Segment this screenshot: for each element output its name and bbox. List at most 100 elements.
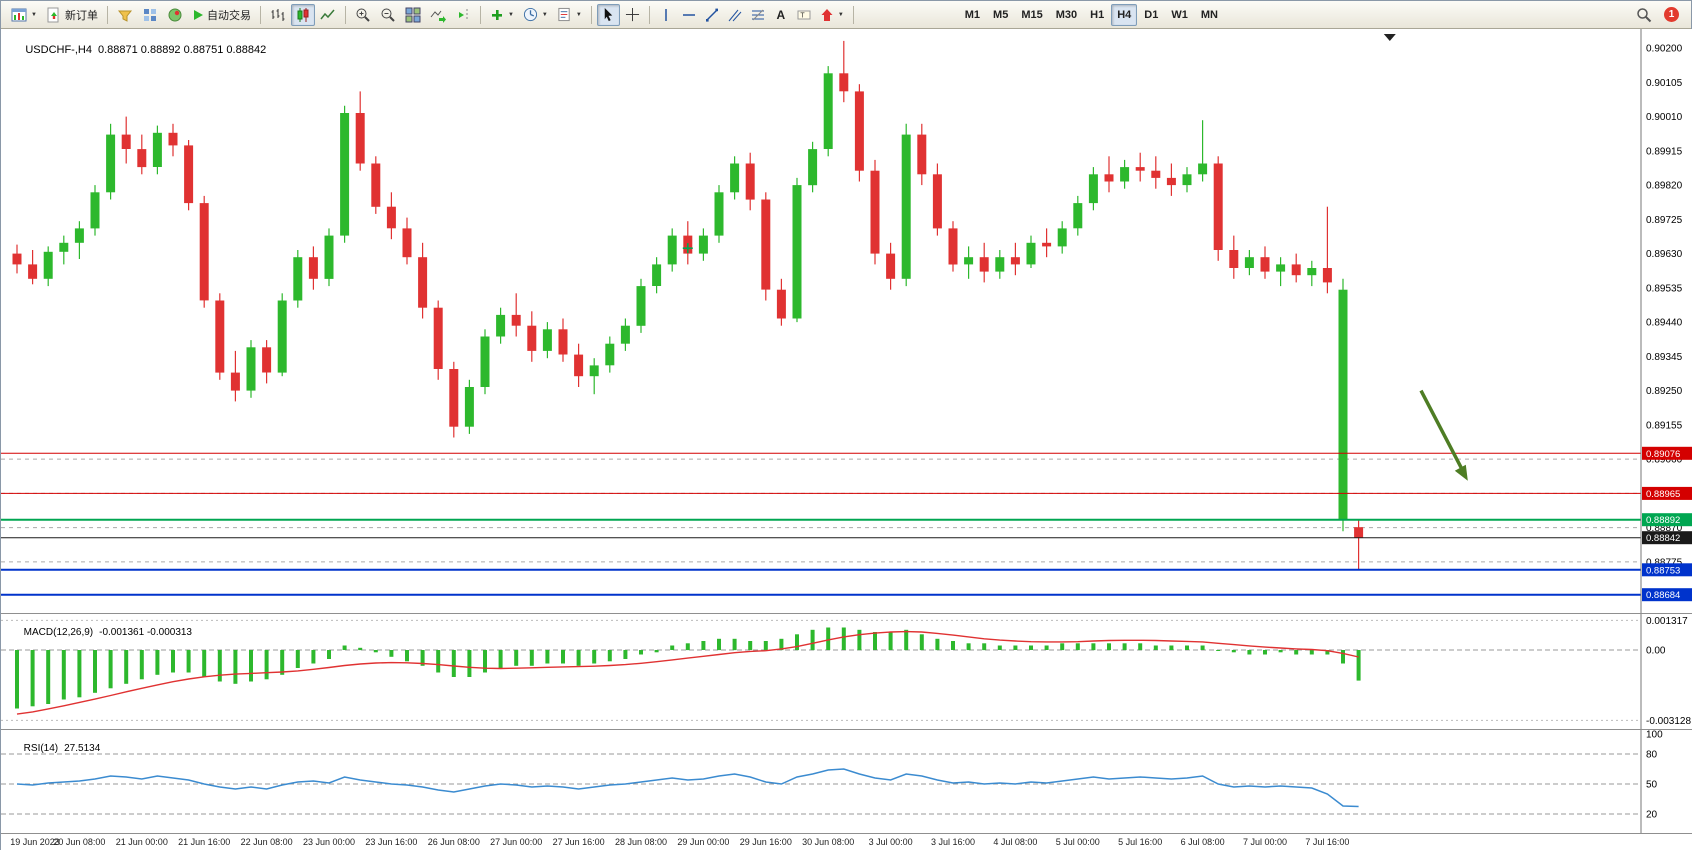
macd-chart[interactable]: 0.001317 0.00 -0.003128 — [1, 614, 1692, 730]
price-axis-label: 0.89060 — [1646, 455, 1683, 466]
macd-histogram-bar — [935, 638, 940, 651]
chart-title: USDCHF-,H4 0.88871 0.88892 0.88751 0.8884… — [7, 32, 266, 68]
cursor-button[interactable] — [596, 3, 620, 26]
candle — [574, 354, 584, 377]
timeframe-H4[interactable]: H4 — [1111, 3, 1138, 26]
macd-histogram-bar — [93, 650, 97, 693]
candle — [605, 343, 615, 366]
candle — [496, 314, 506, 337]
zoom-out-button[interactable] — [376, 4, 400, 26]
timeframe-M30[interactable]: M30 — [1050, 4, 1083, 26]
horizontal-line-button[interactable] — [678, 4, 700, 26]
strategy-tester-button[interactable] — [163, 4, 187, 26]
channel-button[interactable] — [724, 4, 746, 26]
macd-histogram-bar — [264, 650, 269, 680]
time-axis-label: 4 Jul 08:00 — [993, 837, 1038, 847]
candle — [293, 257, 303, 301]
indicators-button[interactable]: ▼ — [486, 4, 518, 26]
toolbar-right: 1 — [1632, 4, 1685, 26]
templates-button[interactable]: ▼ — [553, 4, 586, 26]
new-chart-button[interactable]: ▼ — [7, 4, 41, 26]
time-axis-label: 26 Jun 08:00 — [427, 837, 480, 847]
candle — [371, 163, 381, 207]
timeframe-W1[interactable]: W1 — [1165, 4, 1194, 26]
candlestick-chart-button[interactable] — [290, 3, 315, 26]
auto-trading-label: 自动交易 — [206, 9, 251, 22]
timeframe-M1[interactable]: M1 — [959, 4, 986, 26]
channel-icon — [728, 8, 742, 22]
candle — [480, 336, 490, 387]
candle — [1026, 242, 1036, 265]
zoom-in-button[interactable] — [351, 4, 375, 26]
crosshair-button[interactable] — [621, 4, 644, 26]
chart-shift-button[interactable] — [451, 4, 475, 26]
candle — [1276, 264, 1286, 272]
tile-windows-button[interactable] — [401, 4, 425, 26]
price-pane[interactable]: USDCHF-,H4 0.88871 0.88892 0.88751 0.8884… — [1, 29, 1692, 613]
new-order-button[interactable]: 新订单 — [42, 4, 102, 26]
vertical-line-button[interactable] — [655, 4, 677, 26]
timeframe-D1[interactable]: D1 — [1138, 4, 1164, 26]
macd-pane[interactable]: MACD(12,26,9) -0.001361 -0.000313 0.00131… — [1, 613, 1692, 730]
arrows-button[interactable]: ▼ — [816, 4, 848, 26]
rsi-pane[interactable]: RSI(14) 27.5134 100 80 50 20 — [1, 729, 1692, 834]
line-chart-button[interactable] — [316, 4, 340, 26]
candle — [964, 257, 974, 265]
candle — [106, 134, 116, 193]
market-watch-button[interactable] — [138, 4, 162, 26]
time-axis-label: 20 Jun 08:00 — [53, 837, 106, 847]
time-axis-label: 19 Jun 2023 — [10, 837, 60, 847]
add-indicator-icon — [490, 8, 504, 22]
macd-histogram-bar — [1309, 650, 1314, 655]
macd-histogram-bar — [1044, 645, 1049, 650]
timeframe-H1[interactable]: H1 — [1084, 4, 1110, 26]
price-badge — [1642, 486, 1692, 500]
macd-signal-line — [16, 630, 1359, 715]
macd-histogram-bar — [233, 650, 238, 684]
macd-values-label: -0.001361 -0.000313 — [99, 627, 192, 638]
notification-badge[interactable]: 1 — [1664, 7, 1679, 22]
macd-histogram-bar — [139, 650, 144, 680]
macd-histogram-bar — [1200, 645, 1205, 650]
macd-histogram-bar — [1122, 643, 1127, 651]
fibonacci-button[interactable] — [747, 4, 769, 26]
macd-histogram-bar — [15, 650, 19, 709]
auto-scroll-button[interactable] — [426, 4, 450, 26]
timeframe-M5[interactable]: M5 — [987, 4, 1014, 26]
candle — [932, 174, 942, 229]
rsi-chart[interactable]: 100 80 50 20 — [1, 730, 1692, 834]
template-icon — [557, 7, 572, 22]
chart-shift-marker[interactable] — [1383, 34, 1396, 41]
time-axis-label: 7 Jul 00:00 — [1242, 837, 1288, 847]
candle — [449, 369, 459, 427]
candle — [761, 199, 771, 290]
separator — [106, 5, 108, 24]
auto-trading-button[interactable]: 自动交易 — [188, 4, 255, 26]
price-axis-label: 0.89155 — [1646, 420, 1683, 431]
macd-histogram-bar — [826, 627, 831, 650]
candle — [433, 307, 443, 369]
macd-histogram-bar — [1060, 643, 1065, 651]
search-button[interactable] — [1632, 4, 1656, 26]
trendline-button[interactable] — [701, 4, 723, 26]
arrow-annotation[interactable] — [1419, 389, 1466, 474]
macd-histogram-bar — [1091, 643, 1096, 651]
timeframe-M15[interactable]: M15 — [1015, 4, 1048, 26]
macd-histogram-bar — [202, 650, 207, 677]
timeframe-MN[interactable]: MN — [1195, 4, 1224, 26]
text-button[interactable]: A — [770, 4, 792, 26]
time-axis-label: 21 Jun 16:00 — [178, 837, 231, 847]
macd-histogram-bar — [810, 629, 815, 651]
metaeditor-button[interactable] — [113, 4, 137, 26]
time-axis-label: 29 Jun 00:00 — [677, 837, 730, 847]
rsi-name-label: RSI(14) — [23, 743, 59, 754]
periods-button[interactable]: ▼ — [519, 4, 552, 26]
label-button[interactable]: T — [793, 4, 815, 26]
time-axis-label: 21 Jun 00:00 — [115, 837, 168, 847]
bar-chart-button[interactable] — [266, 4, 290, 26]
macd-histogram-bar — [483, 650, 487, 673]
macd-histogram-bar — [966, 643, 971, 651]
time-axis-label: 22 Jun 08:00 — [240, 837, 293, 847]
price-chart[interactable]: 0.90200 0.90105 0.90010 0.89915 0.89820 0.897… — [1, 29, 1692, 613]
macd-histogram-bar — [592, 650, 597, 664]
